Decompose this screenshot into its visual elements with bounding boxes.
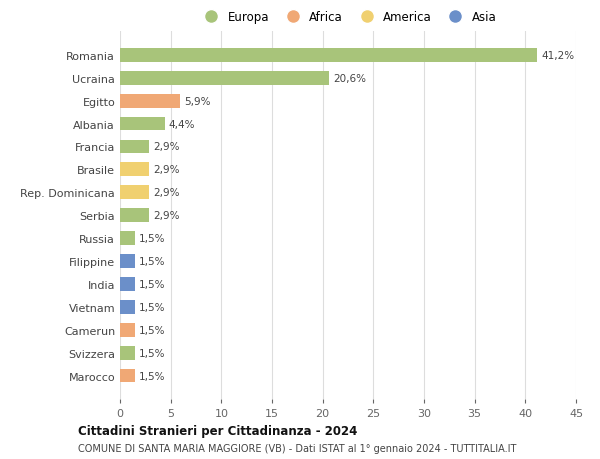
Legend: Europa, Africa, America, Asia: Europa, Africa, America, Asia (197, 9, 499, 26)
Text: 5,9%: 5,9% (184, 96, 211, 106)
Bar (120, 95, 180, 108)
Bar (120, 300, 135, 314)
Bar (120, 72, 329, 85)
Text: 1,5%: 1,5% (139, 257, 166, 266)
Bar (120, 232, 135, 246)
Text: 2,9%: 2,9% (154, 211, 180, 221)
Text: 1,5%: 1,5% (139, 280, 166, 289)
Text: 2,9%: 2,9% (154, 165, 180, 175)
Bar (120, 49, 538, 62)
Text: 1,5%: 1,5% (139, 302, 166, 312)
Text: 2,9%: 2,9% (154, 142, 180, 152)
Text: 1,5%: 1,5% (139, 234, 166, 244)
Bar (120, 118, 164, 131)
Bar (120, 209, 149, 223)
Text: 2,9%: 2,9% (154, 188, 180, 198)
Bar (120, 323, 135, 337)
Text: 1,5%: 1,5% (139, 371, 166, 381)
Bar (120, 140, 149, 154)
Bar (120, 255, 135, 269)
Text: COMUNE DI SANTA MARIA MAGGIORE (VB) - Dati ISTAT al 1° gennaio 2024 - TUTTITALIA: COMUNE DI SANTA MARIA MAGGIORE (VB) - Da… (78, 443, 517, 453)
Bar (120, 163, 149, 177)
Text: 41,2%: 41,2% (542, 50, 575, 61)
Bar (120, 346, 135, 360)
Text: 1,5%: 1,5% (139, 325, 166, 335)
Text: Cittadini Stranieri per Cittadinanza - 2024: Cittadini Stranieri per Cittadinanza - 2… (78, 424, 358, 437)
Bar (120, 369, 135, 383)
Text: 1,5%: 1,5% (139, 348, 166, 358)
Bar (120, 186, 149, 200)
Bar (120, 277, 135, 291)
Text: 4,4%: 4,4% (169, 119, 195, 129)
Text: 20,6%: 20,6% (333, 73, 366, 84)
